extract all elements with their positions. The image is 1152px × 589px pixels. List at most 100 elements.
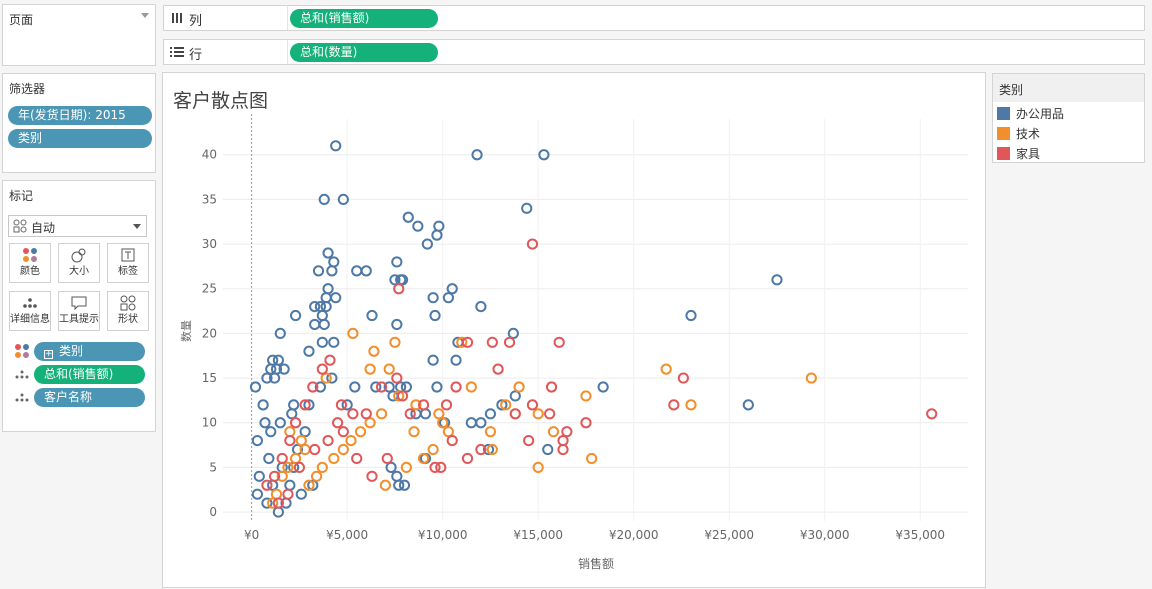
data-point[interactable] bbox=[366, 470, 378, 482]
data-point[interactable] bbox=[561, 426, 573, 438]
data-point[interactable] bbox=[389, 274, 401, 286]
data-point[interactable] bbox=[456, 336, 468, 348]
data-point[interactable] bbox=[351, 265, 363, 277]
data-point[interactable] bbox=[293, 461, 306, 473]
data-point[interactable] bbox=[437, 417, 449, 429]
tooltip-button[interactable]: 工具提示 bbox=[58, 291, 100, 331]
data-point[interactable] bbox=[526, 399, 539, 411]
data-point[interactable] bbox=[330, 140, 342, 152]
data-point[interactable] bbox=[326, 372, 338, 384]
data-point[interactable] bbox=[360, 265, 372, 277]
data-point[interactable] bbox=[396, 390, 409, 402]
data-point[interactable] bbox=[398, 479, 411, 491]
data-point[interactable] bbox=[509, 408, 521, 420]
data-point[interactable] bbox=[320, 292, 332, 304]
data-point[interactable] bbox=[253, 470, 265, 482]
legend-item-furniture[interactable]: 家具 bbox=[997, 145, 1040, 161]
data-point[interactable] bbox=[351, 452, 363, 465]
data-point[interactable] bbox=[284, 435, 296, 447]
data-point[interactable] bbox=[299, 426, 311, 438]
data-point[interactable] bbox=[368, 345, 380, 357]
data-point[interactable] bbox=[685, 399, 697, 411]
data-point[interactable] bbox=[391, 318, 403, 331]
data-point[interactable] bbox=[417, 452, 430, 465]
data-point[interactable] bbox=[431, 229, 443, 241]
data-point[interactable] bbox=[322, 435, 334, 447]
data-point[interactable] bbox=[461, 336, 474, 348]
data-point[interactable] bbox=[347, 408, 359, 420]
data-point[interactable] bbox=[507, 327, 519, 339]
data-point[interactable] bbox=[685, 309, 697, 322]
data-point[interactable] bbox=[295, 488, 307, 500]
scatter-chart[interactable]: 0 5 10 15 20 25 30 35 40 ¥0 ¥5,000 ¥10,000 ¥15,000 ¥2… bbox=[163, 73, 985, 587]
data-point[interactable] bbox=[417, 399, 430, 411]
data-point[interactable] bbox=[309, 318, 321, 331]
data-point[interactable] bbox=[521, 202, 533, 214]
data-point[interactable] bbox=[404, 408, 416, 420]
data-point[interactable] bbox=[337, 426, 349, 438]
data-point[interactable] bbox=[272, 497, 284, 509]
data-point[interactable] bbox=[391, 256, 403, 268]
data-point[interactable] bbox=[544, 408, 556, 420]
data-point[interactable] bbox=[542, 443, 554, 456]
data-point[interactable] bbox=[545, 381, 558, 393]
data-point[interactable] bbox=[303, 479, 315, 491]
data-point[interactable] bbox=[370, 381, 382, 393]
size-button[interactable]: 大小 bbox=[58, 243, 100, 283]
data-point[interactable] bbox=[354, 426, 367, 438]
data-point[interactable] bbox=[332, 417, 344, 429]
expand-icon[interactable]: + bbox=[44, 349, 53, 359]
rows-pill-quantity[interactable]: 总和(数量) bbox=[290, 43, 438, 62]
legend-item-office[interactable]: 办公用品 bbox=[997, 105, 1064, 121]
label-button[interactable]: 标签 bbox=[107, 243, 149, 283]
data-point[interactable] bbox=[393, 283, 405, 295]
filter-pill-category[interactable]: 类别 bbox=[8, 129, 152, 148]
data-point[interactable] bbox=[312, 265, 325, 277]
data-point[interactable] bbox=[364, 363, 376, 375]
data-point[interactable] bbox=[309, 301, 321, 313]
data-point[interactable] bbox=[284, 426, 296, 438]
data-point[interactable] bbox=[486, 443, 498, 456]
data-point[interactable] bbox=[320, 301, 332, 313]
shape-button[interactable]: 形状 bbox=[107, 291, 149, 331]
data-point[interactable] bbox=[482, 443, 495, 456]
data-point[interactable] bbox=[263, 452, 275, 465]
data-point[interactable] bbox=[318, 318, 330, 331]
data-point[interactable] bbox=[328, 336, 340, 348]
data-point[interactable] bbox=[337, 443, 349, 456]
data-point[interactable] bbox=[383, 381, 395, 393]
data-point[interactable] bbox=[303, 399, 315, 411]
data-point[interactable] bbox=[261, 372, 273, 384]
data-point[interactable] bbox=[307, 381, 319, 393]
data-point[interactable] bbox=[450, 381, 462, 393]
data-point[interactable] bbox=[429, 309, 441, 322]
data-point[interactable] bbox=[486, 336, 498, 348]
data-point[interactable] bbox=[391, 470, 403, 482]
data-point[interactable] bbox=[316, 461, 328, 473]
data-point[interactable] bbox=[513, 381, 525, 393]
data-point[interactable] bbox=[771, 274, 783, 286]
data-point[interactable] bbox=[274, 417, 286, 429]
data-point[interactable] bbox=[389, 336, 401, 348]
data-point[interactable] bbox=[309, 443, 321, 456]
data-point[interactable] bbox=[396, 274, 409, 286]
data-point[interactable] bbox=[289, 309, 302, 322]
data-point[interactable] bbox=[265, 426, 277, 438]
data-point[interactable] bbox=[557, 435, 569, 447]
data-point[interactable] bbox=[400, 461, 412, 473]
data-point[interactable] bbox=[330, 292, 342, 304]
data-point[interactable] bbox=[393, 390, 405, 402]
data-point[interactable] bbox=[433, 408, 445, 420]
data-point[interactable] bbox=[484, 408, 497, 420]
data-point[interactable] bbox=[475, 301, 487, 313]
marks-field-customer[interactable]: 客户名称 bbox=[34, 388, 145, 407]
data-point[interactable] bbox=[328, 256, 340, 268]
data-point[interactable] bbox=[274, 327, 286, 339]
data-point[interactable] bbox=[547, 426, 560, 438]
data-point[interactable] bbox=[335, 399, 348, 411]
data-point[interactable] bbox=[366, 309, 378, 322]
data-point[interactable] bbox=[450, 354, 462, 366]
data-point[interactable] bbox=[270, 488, 283, 500]
data-point[interactable] bbox=[249, 381, 262, 393]
data-point[interactable] bbox=[286, 408, 298, 420]
